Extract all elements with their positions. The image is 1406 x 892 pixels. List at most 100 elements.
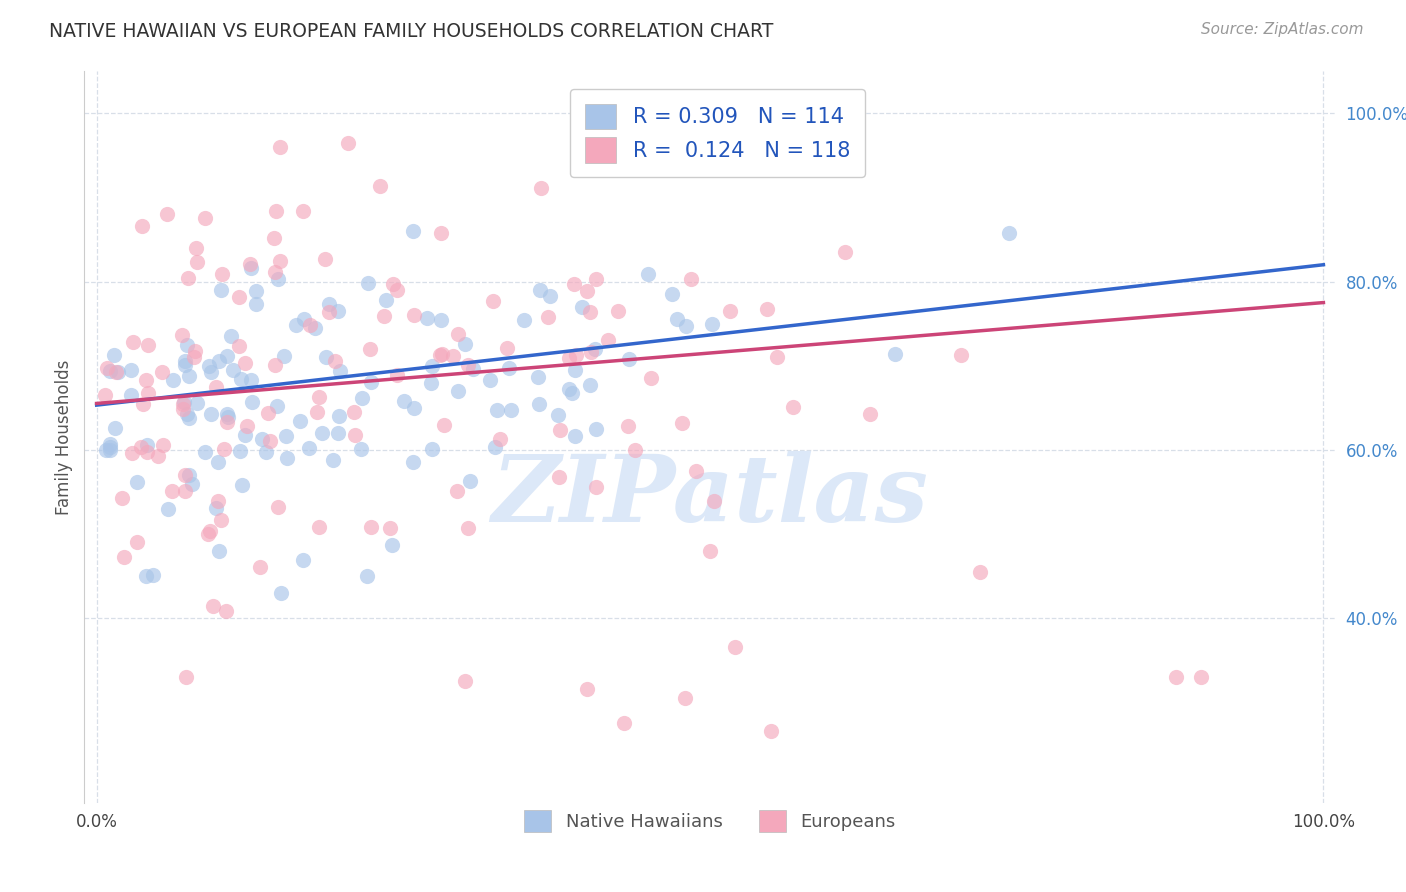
- Point: [381, 539, 404, 553]
- Point: [152, 438, 174, 452]
- Point: [624, 442, 647, 457]
- Point: [685, 464, 707, 478]
- Point: [211, 268, 233, 282]
- Text: ZIPatlas: ZIPatlas: [492, 450, 928, 541]
- Point: [430, 313, 453, 327]
- Point: [198, 524, 221, 538]
- Point: [357, 276, 380, 290]
- Point: [245, 297, 267, 311]
- Point: [329, 364, 352, 378]
- Point: [446, 484, 468, 499]
- Point: [579, 377, 602, 392]
- Point: [576, 682, 599, 697]
- Point: [322, 453, 344, 467]
- Point: [538, 288, 561, 302]
- Point: [360, 375, 382, 389]
- Point: [177, 468, 200, 483]
- Point: [326, 303, 349, 318]
- Point: [135, 437, 157, 451]
- Point: [219, 329, 242, 343]
- Point: [585, 422, 607, 436]
- Point: [180, 477, 202, 491]
- Point: [183, 350, 205, 364]
- Point: [177, 271, 200, 285]
- Point: [326, 425, 349, 440]
- Point: [298, 441, 321, 455]
- Point: [699, 543, 721, 558]
- Point: [200, 365, 222, 379]
- Point: [215, 604, 238, 618]
- Point: [368, 178, 391, 193]
- Point: [420, 359, 443, 374]
- Point: [288, 414, 311, 428]
- Point: [266, 271, 288, 285]
- Point: [576, 285, 599, 299]
- Point: [562, 277, 585, 292]
- Point: [884, 347, 907, 361]
- Point: [292, 311, 315, 326]
- Point: [120, 363, 142, 377]
- Point: [179, 368, 201, 383]
- Point: [209, 283, 232, 297]
- Point: [499, 403, 522, 417]
- Point: [267, 500, 290, 515]
- Point: [661, 286, 683, 301]
- Point: [292, 204, 315, 219]
- Point: [350, 442, 373, 457]
- Point: [107, 365, 129, 379]
- Point: [174, 354, 197, 368]
- Point: [617, 352, 640, 367]
- Point: [136, 445, 159, 459]
- Point: [215, 415, 238, 429]
- Point: [135, 569, 157, 583]
- Point: [264, 265, 287, 279]
- Point: [484, 440, 506, 454]
- Point: [782, 401, 804, 415]
- Point: [184, 343, 207, 358]
- Point: [360, 519, 382, 533]
- Point: [174, 670, 197, 684]
- Point: [550, 423, 572, 437]
- Point: [457, 358, 479, 372]
- Point: [129, 441, 152, 455]
- Point: [343, 428, 366, 442]
- Point: [104, 365, 127, 379]
- Point: [254, 444, 277, 458]
- Point: [401, 454, 423, 468]
- Point: [173, 358, 195, 372]
- Point: [703, 494, 725, 508]
- Point: [298, 318, 321, 333]
- Point: [222, 363, 245, 377]
- Point: [217, 349, 239, 363]
- Point: [432, 417, 454, 432]
- Point: [308, 390, 330, 404]
- Point: [585, 479, 607, 493]
- Point: [270, 585, 292, 599]
- Point: [104, 421, 127, 435]
- Point: [173, 395, 195, 409]
- Point: [713, 152, 735, 166]
- Point: [420, 442, 443, 456]
- Point: [441, 349, 464, 363]
- Point: [273, 349, 295, 363]
- Point: [177, 411, 200, 425]
- Point: [527, 397, 550, 411]
- Point: [269, 140, 291, 154]
- Point: [231, 478, 253, 492]
- Point: [204, 380, 226, 394]
- Point: [291, 552, 314, 566]
- Point: [98, 363, 121, 377]
- Point: [679, 272, 702, 286]
- Point: [200, 407, 222, 421]
- Point: [318, 305, 340, 319]
- Point: [201, 599, 224, 614]
- Point: [859, 407, 882, 421]
- Point: [613, 715, 636, 730]
- Point: [228, 338, 250, 352]
- Point: [207, 494, 229, 508]
- Point: [174, 468, 197, 483]
- Point: [404, 401, 426, 415]
- Point: [457, 521, 479, 535]
- Point: [208, 354, 231, 368]
- Point: [547, 408, 569, 422]
